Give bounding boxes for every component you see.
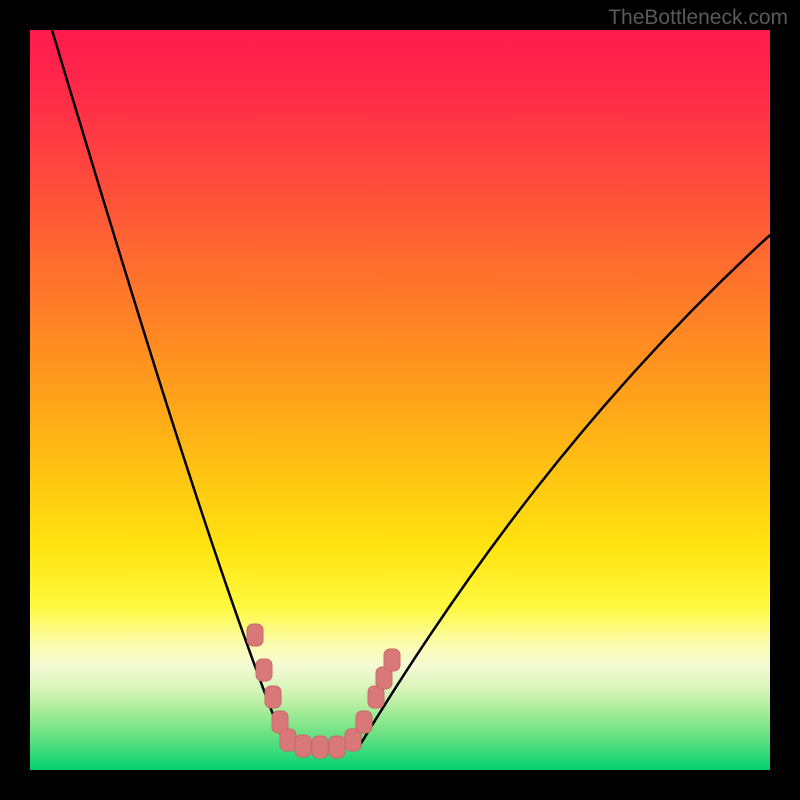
bottleneck-curves [52, 30, 770, 745]
curve-layer [30, 30, 770, 770]
plot-area [30, 30, 770, 770]
chart-container: TheBottleneck.com [0, 0, 800, 800]
data-markers [247, 624, 400, 758]
watermark-text: TheBottleneck.com [608, 6, 788, 30]
